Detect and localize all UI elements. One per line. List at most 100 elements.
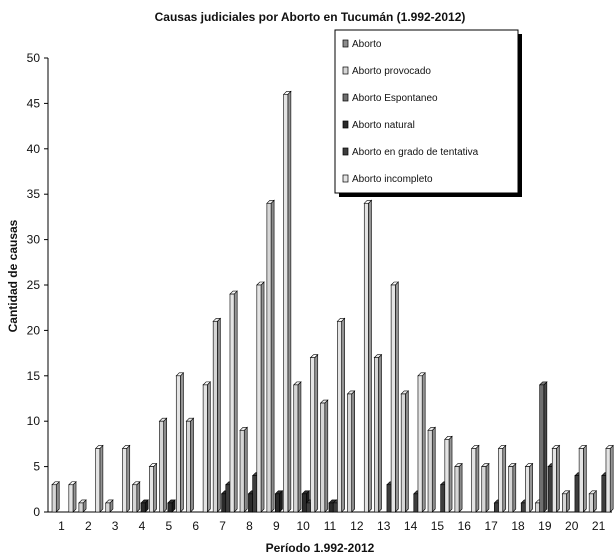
bar-front (588, 493, 594, 513)
bar (561, 490, 571, 513)
bar-front (266, 202, 272, 513)
x-tick-label: 16 (458, 519, 472, 533)
bar-front (601, 475, 607, 513)
x-tick-label: 15 (431, 519, 445, 533)
bar-front (481, 466, 487, 513)
bar-front (306, 502, 311, 513)
legend-entry: Aborto en grado de tentativa (342, 147, 479, 158)
y-axis-label: Cantidad de causas (6, 219, 20, 332)
legend-entry: Aborto incompleto (342, 174, 433, 185)
bar-front (225, 484, 231, 513)
bar (417, 372, 426, 513)
y-tick-label: 15 (27, 369, 41, 383)
bar-front (562, 493, 567, 513)
bar (185, 417, 195, 513)
y-tick-label: 30 (27, 233, 41, 247)
x-tick-label: 3 (112, 519, 119, 533)
bar-side (458, 462, 463, 513)
bar-side (556, 444, 560, 513)
x-tick-label: 7 (219, 519, 226, 533)
bar (229, 290, 238, 513)
bar-side (593, 490, 597, 513)
bar-side (287, 90, 292, 513)
bar-side (297, 381, 302, 513)
bar (427, 426, 436, 513)
y-tick-label: 25 (27, 278, 41, 292)
bar (470, 444, 480, 513)
bar (551, 444, 561, 513)
bar-front (140, 502, 146, 513)
bar-side (475, 444, 480, 513)
bar-side (233, 290, 238, 513)
y-tick-label: 50 (27, 51, 41, 65)
bar (266, 199, 275, 513)
bar-front (221, 493, 227, 513)
bar (319, 399, 329, 513)
bar-front (400, 393, 406, 513)
bar-front (520, 502, 526, 513)
bar-side (217, 317, 221, 513)
x-tick-label: 1 (58, 519, 65, 533)
bar (444, 435, 453, 513)
bar (148, 462, 158, 513)
bar-side (180, 372, 184, 513)
bar (51, 481, 60, 513)
bar-front (202, 384, 208, 513)
legend-swatch (342, 66, 349, 75)
bar-front (427, 429, 433, 513)
bar-front (122, 448, 128, 513)
bar-front (347, 393, 352, 513)
bar (373, 353, 383, 513)
bar-front (175, 375, 181, 513)
bar-front (605, 448, 611, 513)
bar (507, 462, 517, 513)
legend-swatch (342, 93, 349, 102)
legend-entry: Aborto (342, 39, 382, 50)
bar (121, 444, 131, 513)
bar-side (431, 426, 436, 513)
y-tick-label: 10 (27, 414, 41, 428)
bar-front (574, 475, 580, 513)
bar-side (529, 462, 533, 513)
bar-front (363, 202, 369, 513)
bar-front (535, 502, 540, 513)
bar (605, 444, 614, 513)
y-tick-label: 35 (27, 187, 41, 201)
bar-front (547, 466, 553, 513)
bar-front (390, 284, 396, 513)
y-tick-label: 40 (27, 142, 41, 156)
legend-label: Aborto (352, 39, 382, 50)
bar (309, 353, 319, 513)
legend-swatch (342, 120, 349, 129)
chart-title: Causas judiciales por Aborto en Tucumán … (155, 10, 466, 24)
bar-side (190, 417, 194, 513)
bar-side (378, 353, 382, 513)
bar-side (368, 199, 372, 513)
bar (239, 426, 248, 513)
bar-front (293, 384, 299, 513)
bar-front (320, 402, 326, 513)
bar-side (502, 444, 507, 513)
bar-side (163, 417, 167, 513)
bar (167, 499, 176, 513)
bar-front (328, 502, 334, 513)
bar-side (55, 481, 60, 513)
legend-entry: Aborto natural (342, 120, 415, 131)
bar-front (229, 293, 235, 513)
bar (78, 499, 87, 513)
bar-side (609, 444, 614, 513)
bar-front (252, 475, 258, 513)
bar-side (207, 381, 211, 513)
bar-side (136, 481, 141, 513)
bar-side (566, 490, 570, 513)
legend-swatch (342, 147, 349, 156)
bar (578, 444, 588, 513)
bar-side (270, 199, 275, 513)
bar-front (132, 484, 138, 513)
legend-swatch (342, 174, 349, 183)
bar-front (105, 502, 111, 513)
bar-side (448, 435, 453, 513)
x-tick-label: 14 (404, 519, 418, 533)
